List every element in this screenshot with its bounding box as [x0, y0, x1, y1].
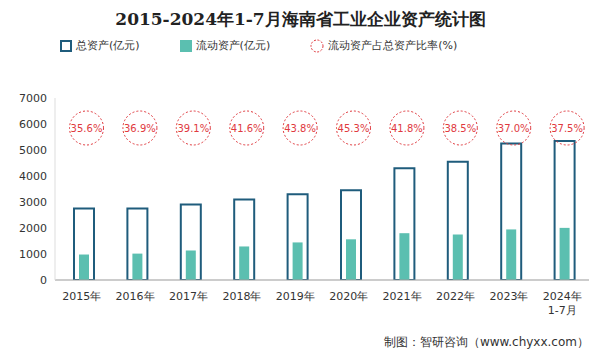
svg-text:2018年: 2018年 [222, 290, 261, 303]
svg-text:1000: 1000 [19, 248, 47, 261]
svg-text:2015年: 2015年 [62, 290, 101, 303]
svg-text:2000: 2000 [19, 222, 47, 235]
svg-text:2021年: 2021年 [383, 290, 422, 303]
svg-text:2023年: 2023年 [489, 290, 528, 303]
svg-text:39.1%: 39.1% [177, 123, 209, 134]
svg-text:6000: 6000 [19, 118, 47, 131]
svg-text:36.9%: 36.9% [124, 123, 156, 134]
svg-text:45.3%: 45.3% [338, 123, 370, 134]
html-text:流动资产(亿元): 流动资产(亿元) [195, 39, 271, 52]
svg-text:37.5%: 37.5% [551, 123, 583, 134]
svg-text:41.6%: 41.6% [231, 123, 263, 134]
svg-text:35.6%: 35.6% [71, 123, 103, 134]
svg-text:0: 0 [40, 274, 47, 287]
svg-text:2022年: 2022年 [436, 290, 475, 303]
svg-text:2019年: 2019年 [276, 290, 315, 303]
svg-text:2017年: 2017年 [169, 290, 208, 303]
svg-text:3000: 3000 [19, 196, 47, 209]
svg-text:43.8%: 43.8% [284, 123, 316, 134]
html-text:制图：智研咨询（www.chyxx.com）: 制图：智研咨询（www.chyxx.com） [383, 335, 589, 349]
svg-text:2016年: 2016年 [116, 290, 155, 303]
svg-text:2020年: 2020年 [329, 290, 368, 303]
svg-text:4000: 4000 [19, 170, 47, 183]
svg-text:2024年1-7月: 2024年1-7月 [543, 290, 582, 317]
svg-text:5000: 5000 [19, 144, 47, 157]
svg-text:37.0%: 37.0% [498, 123, 530, 134]
html-text:2015-2024年1-7月海南省工业企业资产统计图: 2015-2024年1-7月海南省工业企业资产统计图 [115, 9, 486, 29]
html-text:总资产(亿元): 总资产(亿元) [76, 39, 140, 52]
html-text:流动资产占总资产比率(%): 流动资产占总资产比率(%) [328, 39, 458, 52]
svg-text:41.8%: 41.8% [391, 123, 423, 134]
svg-text:38.5%: 38.5% [444, 123, 476, 134]
svg-text:7000: 7000 [19, 92, 47, 105]
